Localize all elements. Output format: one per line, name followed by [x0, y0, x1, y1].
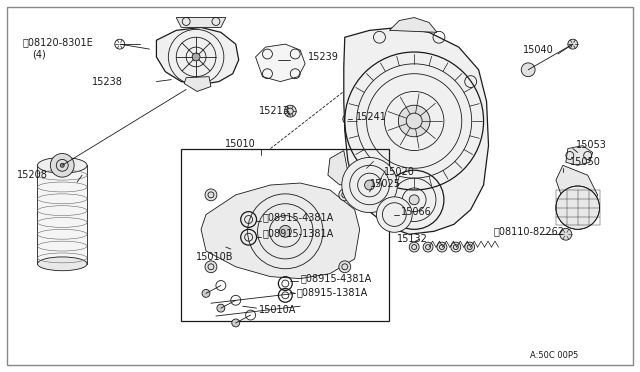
Text: 15010A: 15010A	[259, 305, 296, 315]
Text: Ⓜ08915-4381A: Ⓜ08915-4381A	[262, 212, 333, 222]
Polygon shape	[255, 44, 305, 81]
Text: (4): (4)	[33, 49, 46, 59]
Bar	[38, 165, 87, 264]
Circle shape	[376, 197, 412, 232]
Polygon shape	[389, 17, 437, 32]
Polygon shape	[176, 17, 226, 28]
Text: 15040: 15040	[524, 45, 554, 55]
Text: 15053: 15053	[576, 140, 607, 150]
Text: 15213: 15213	[259, 106, 289, 116]
Bar	[181, 148, 389, 321]
Circle shape	[365, 180, 374, 190]
Circle shape	[205, 261, 217, 273]
Polygon shape	[566, 145, 593, 165]
Text: Ⓑ08110-82262: Ⓑ08110-82262	[493, 226, 564, 236]
Text: Ⓥ08915-4381A: Ⓥ08915-4381A	[300, 273, 371, 283]
Circle shape	[342, 157, 397, 212]
Circle shape	[556, 186, 600, 230]
Circle shape	[409, 242, 419, 252]
Circle shape	[202, 289, 210, 297]
Circle shape	[51, 154, 74, 177]
Polygon shape	[201, 183, 360, 279]
Circle shape	[398, 105, 430, 137]
Circle shape	[451, 242, 461, 252]
Text: 15239: 15239	[308, 52, 339, 62]
Text: 15241: 15241	[356, 112, 387, 122]
Circle shape	[205, 189, 217, 201]
Circle shape	[560, 228, 572, 240]
Circle shape	[465, 242, 475, 252]
Text: 15010B: 15010B	[196, 252, 234, 262]
Text: 15050: 15050	[570, 157, 601, 167]
Text: Ⓥ08915-1381A: Ⓥ08915-1381A	[262, 228, 333, 238]
Circle shape	[423, 242, 433, 252]
Text: 15010: 15010	[225, 139, 255, 149]
Circle shape	[60, 163, 64, 167]
Circle shape	[521, 63, 535, 77]
Ellipse shape	[38, 157, 87, 173]
Circle shape	[339, 189, 351, 201]
Polygon shape	[344, 28, 488, 234]
Circle shape	[279, 225, 291, 237]
Ellipse shape	[38, 257, 87, 271]
Circle shape	[437, 242, 447, 252]
Text: A:50C 00P5: A:50C 00P5	[530, 351, 579, 360]
Circle shape	[339, 261, 351, 273]
Circle shape	[409, 195, 419, 205]
Circle shape	[217, 304, 225, 312]
Polygon shape	[328, 151, 349, 185]
Circle shape	[192, 53, 200, 61]
Text: Ⓑ08120-8301E: Ⓑ08120-8301E	[22, 37, 93, 47]
Circle shape	[232, 319, 240, 327]
Text: 15238: 15238	[92, 77, 123, 87]
Polygon shape	[184, 77, 211, 92]
Text: 15066: 15066	[401, 206, 432, 217]
Polygon shape	[156, 28, 239, 84]
Circle shape	[343, 114, 353, 124]
Text: 15025: 15025	[369, 179, 401, 189]
Text: Ⓜ08915-1381A: Ⓜ08915-1381A	[296, 288, 367, 297]
Circle shape	[284, 105, 296, 117]
Polygon shape	[556, 165, 598, 215]
Text: 15020: 15020	[385, 167, 415, 177]
Text: 15208: 15208	[17, 170, 47, 180]
Circle shape	[568, 39, 578, 49]
Text: 15132: 15132	[397, 234, 428, 244]
